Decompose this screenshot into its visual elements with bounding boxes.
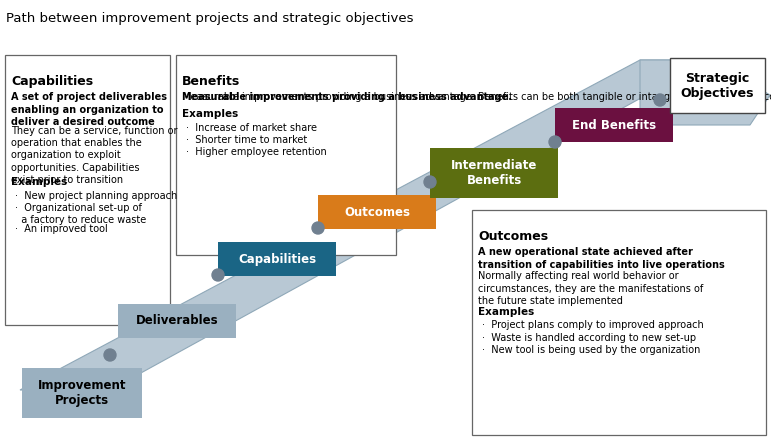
Text: Normally affecting real world behavior or
circumstances, they are the manifestat: Normally affecting real world behavior o… <box>478 271 703 306</box>
FancyBboxPatch shape <box>472 210 766 435</box>
Text: Examples: Examples <box>182 110 238 119</box>
Text: ·  Waste is handled according to new set-up: · Waste is handled according to new set-… <box>482 333 696 343</box>
Text: ·  Higher employee retention: · Higher employee retention <box>186 147 327 157</box>
Text: Benefits: Benefits <box>182 75 241 88</box>
Polygon shape <box>640 60 770 125</box>
Text: Path between improvement projects and strategic objectives: Path between improvement projects and st… <box>6 12 413 25</box>
Circle shape <box>104 349 116 361</box>
Text: Deliverables: Deliverables <box>136 315 218 327</box>
Text: Intermediate
Benefits: Intermediate Benefits <box>451 159 537 187</box>
Text: ·  An improved tool: · An improved tool <box>15 224 108 234</box>
Circle shape <box>424 176 436 188</box>
Text: ·  Project plans comply to improved approach: · Project plans comply to improved appro… <box>482 320 704 330</box>
Text: Strategic
Objectives: Strategic Objectives <box>681 72 754 99</box>
Text: Examples: Examples <box>11 177 67 187</box>
Circle shape <box>212 269 224 281</box>
FancyBboxPatch shape <box>5 55 170 325</box>
Text: Outcomes: Outcomes <box>344 205 410 219</box>
Text: A new operational state achieved after
transition of capabilities into live oper: A new operational state achieved after t… <box>478 247 725 270</box>
Text: ·  Shorter time to market: · Shorter time to market <box>186 135 308 145</box>
Text: Outcomes: Outcomes <box>478 230 548 243</box>
Text: Examples: Examples <box>478 307 534 317</box>
Text: They can be a service, function or
operation that enables the
organization to ex: They can be a service, function or opera… <box>11 125 177 185</box>
Text: ·  New tool is being used by the organization: · New tool is being used by the organiza… <box>482 345 700 355</box>
Circle shape <box>312 222 324 234</box>
Text: Improvement
Projects: Improvement Projects <box>38 379 126 407</box>
FancyBboxPatch shape <box>22 368 142 418</box>
Circle shape <box>654 94 666 106</box>
FancyBboxPatch shape <box>176 55 396 255</box>
Text: Measurable improvements providing a business advantage.: Measurable improvements providing a busi… <box>182 92 512 102</box>
FancyBboxPatch shape <box>318 195 436 229</box>
Text: Measurable improvements providing a business advantage. Benefits can be both tan: Measurable improvements providing a busi… <box>182 92 771 102</box>
FancyBboxPatch shape <box>670 58 765 113</box>
Text: Capabilities: Capabilities <box>238 253 316 265</box>
FancyBboxPatch shape <box>430 148 558 198</box>
Text: ·  Organizational set-up of
  a factory to reduce waste: · Organizational set-up of a factory to … <box>15 203 146 225</box>
FancyBboxPatch shape <box>218 242 336 276</box>
Text: A set of project deliverables
enabling an organization to
deliver a desired outc: A set of project deliverables enabling a… <box>11 92 167 127</box>
FancyBboxPatch shape <box>118 304 236 338</box>
Circle shape <box>549 136 561 148</box>
FancyBboxPatch shape <box>555 108 673 142</box>
Text: End Benefits: End Benefits <box>572 118 656 132</box>
Text: ·  New project planning approach: · New project planning approach <box>15 191 177 201</box>
Text: Capabilities: Capabilities <box>11 75 93 88</box>
Polygon shape <box>20 60 710 390</box>
Text: ·  Increase of market share: · Increase of market share <box>186 123 317 133</box>
